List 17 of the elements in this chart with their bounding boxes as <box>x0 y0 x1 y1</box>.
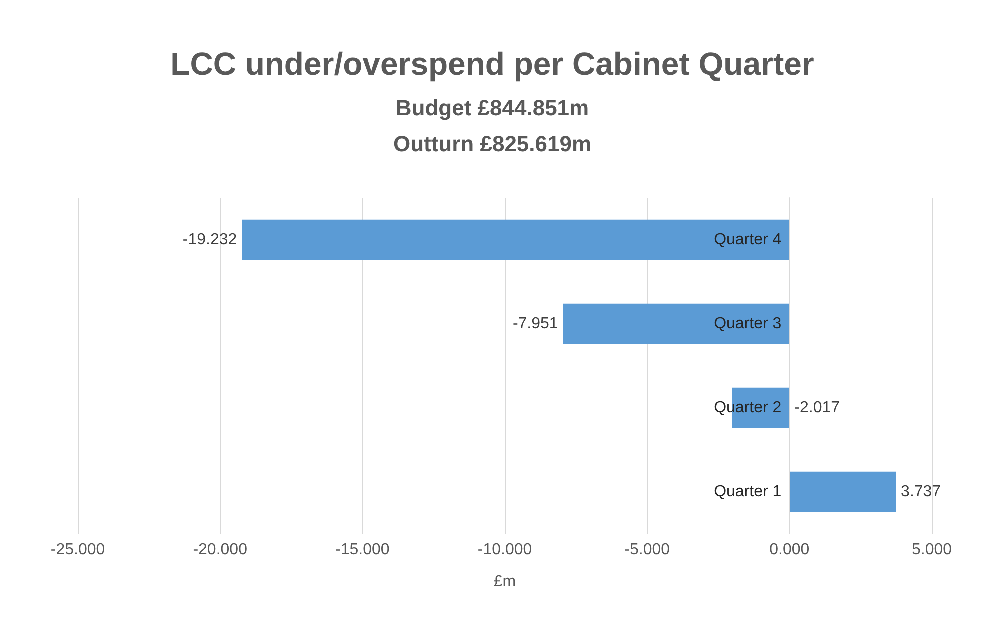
data-label: -7.951 <box>512 316 558 332</box>
y-tick-label: Quarter 4 <box>714 232 782 248</box>
chart-subtitle: Budget £844.851m Outturn £825.619m <box>393 96 592 156</box>
chart-title: LCC under/overspend per Cabinet Quarter <box>170 46 814 82</box>
x-tick-label: -10.000 <box>478 542 532 558</box>
y-tick-label: Quarter 3 <box>714 316 782 332</box>
x-axis-title: £m <box>494 574 516 590</box>
data-label: 3.737 <box>901 484 942 500</box>
x-tick-label: -15.000 <box>336 542 390 558</box>
x-tick-label: 5.000 <box>912 542 952 558</box>
y-tick-label: Quarter 1 <box>714 484 782 500</box>
data-label: -2.017 <box>794 400 840 416</box>
x-tick-label: -5.000 <box>624 542 670 558</box>
x-tick-label: -25.000 <box>50 542 106 558</box>
x-tick-label: -20.000 <box>193 542 248 558</box>
x-tick-label: 0.000 <box>770 542 810 558</box>
data-label: -19.232 <box>182 232 238 248</box>
